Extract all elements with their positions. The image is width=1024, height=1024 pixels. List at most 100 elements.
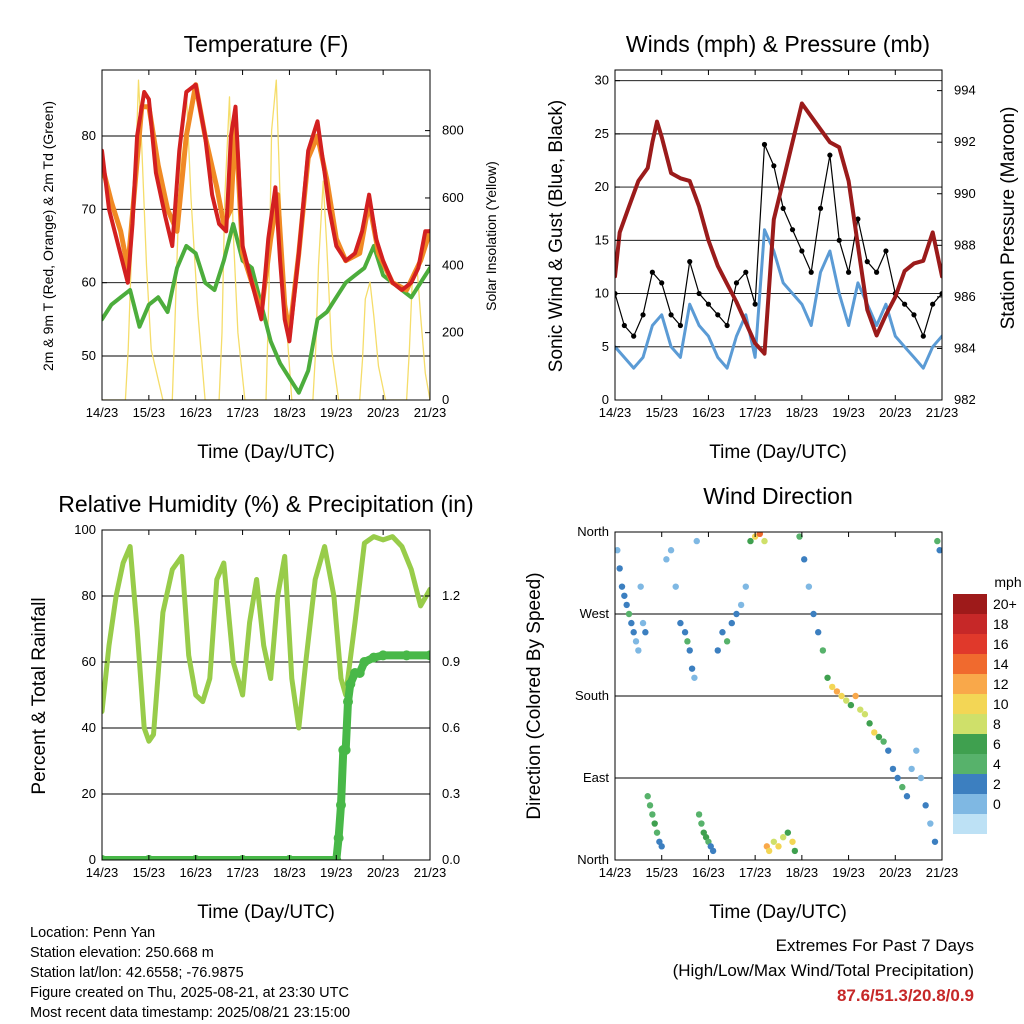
x-tick-label: 14/23	[599, 405, 632, 420]
x-tick-label: 21/23	[926, 405, 959, 420]
y-tick-label: West	[580, 606, 610, 621]
legend-label: 2	[993, 776, 1001, 792]
legend-swatch	[953, 734, 987, 754]
legend-swatch	[953, 674, 987, 694]
y2-tick-label: 0.6	[442, 720, 460, 735]
x-tick-label: 16/23	[179, 865, 212, 880]
humidity-frame	[101, 529, 431, 861]
wind-direction-point	[789, 838, 796, 845]
y2-tick-label: 0.3	[442, 786, 460, 801]
wind-direction-point	[615, 547, 621, 554]
wind-direction-point	[616, 565, 623, 572]
wind-direction-point	[871, 729, 878, 736]
wind-direction-point	[936, 547, 942, 554]
precipitation-point	[345, 679, 356, 689]
x-tick-label: 21/23	[414, 405, 447, 420]
winds-title: Winds (mph) & Pressure (mb)	[626, 31, 930, 57]
y2-tick-label: 0.0	[442, 852, 460, 867]
wind-direction-point	[637, 583, 644, 590]
y-tick-label: 0	[89, 852, 96, 867]
humidity-panel: Relative Humidity (%) & Precipitation (i…	[29, 491, 474, 923]
x-tick-label: 21/23	[926, 865, 959, 880]
humidity-ylabel: Percent & Total Rainfall	[29, 597, 50, 794]
x-tick-label: 19/23	[832, 865, 865, 880]
legend-label: 16	[993, 636, 1009, 652]
wind-direction-point	[833, 688, 841, 695]
wind-direction-point	[756, 532, 764, 538]
x-tick-label: 14/23	[599, 865, 632, 880]
wind-direction-point	[843, 697, 850, 704]
wind-direction-point	[913, 747, 920, 754]
y2-tick-label: 984	[954, 340, 976, 355]
y-tick-label: 100	[74, 522, 96, 537]
legend-label: 10	[993, 696, 1009, 712]
legend-swatch	[953, 594, 987, 614]
y-tick-label: 70	[82, 201, 96, 216]
wind-direction-point	[688, 665, 696, 672]
wind-direction-point	[810, 610, 817, 618]
wind-direction-point	[796, 533, 803, 540]
precipitation-point	[378, 650, 389, 661]
x-tick-label: 14/23	[86, 405, 119, 420]
recent-data-timestamp: Most recent data timestamp: 2025/08/21 2…	[30, 1005, 351, 1021]
dewpoint-series	[102, 222, 430, 395]
wind-direction-point	[737, 601, 745, 609]
x-tick-label: 21/23	[414, 865, 447, 880]
y2-tick-label: 994	[954, 83, 976, 98]
extremes-box: Extremes For Past 7 Days (High/Low/Max W…	[673, 933, 974, 1008]
y-tick-label: 60	[82, 275, 96, 290]
wind-direction-point	[770, 838, 778, 845]
extremes-heading: Extremes For Past 7 Days	[775, 936, 974, 955]
y-tick-label: 20	[82, 786, 96, 801]
y-tick-label: 80	[82, 588, 96, 603]
precipitation-point	[359, 657, 370, 667]
precipitation-point	[343, 696, 353, 707]
relative-humidity-series	[102, 534, 430, 744]
legend-swatch	[953, 794, 987, 814]
x-tick-label: 19/23	[832, 405, 865, 420]
wind-direction-point	[899, 783, 906, 791]
legend-swatch	[953, 614, 987, 634]
wind-direction-point	[695, 811, 703, 818]
wind-direction-point	[779, 834, 787, 841]
wind-direction-point	[649, 811, 656, 818]
winds-frame	[614, 69, 943, 401]
legend-swatch	[953, 634, 987, 654]
y-tick-label: North	[577, 852, 609, 867]
wind-direction-ylabel: Direction (Colored By Speed)	[524, 572, 545, 819]
y2-tick-label: 990	[954, 186, 976, 201]
figure-created: Figure created on Thu, 2025-08-21, at 23…	[30, 985, 349, 1001]
wind-direction-title: Wind Direction	[703, 483, 853, 509]
x-tick-label: 20/23	[367, 405, 400, 420]
y-tick-label: 80	[82, 128, 96, 143]
station-elevation: Station elevation: 250.668 m	[30, 945, 214, 961]
y2-tick-label: 988	[954, 237, 976, 252]
station-location: Location: Penn Yan	[30, 925, 156, 941]
wind-direction-point	[672, 583, 679, 590]
temperature-panel: Temperature (F) Time (Day/UTC) 2m & 9m T…	[40, 31, 499, 463]
wind-direction-point	[761, 537, 768, 545]
precipitation-point	[354, 668, 365, 678]
y-tick-label: 15	[595, 232, 609, 247]
wind-direction-point	[723, 638, 731, 645]
wind-direction-point	[719, 629, 726, 636]
x-tick-label: 15/23	[133, 865, 166, 880]
y-tick-label: 25	[595, 126, 609, 141]
temp-2m-series	[102, 82, 430, 344]
temperature-frame	[101, 69, 431, 401]
x-tick-label: 18/23	[786, 865, 819, 880]
x-tick-label: 17/23	[226, 405, 259, 420]
y-tick-label: East	[583, 770, 609, 785]
wind-direction-point	[677, 619, 684, 627]
y2-tick-label: 200	[442, 325, 464, 340]
x-tick-label: 17/23	[739, 865, 772, 880]
wind-direction-point	[733, 610, 740, 618]
legend-swatch	[953, 714, 987, 734]
extremes-values: 87.6/51.3/20.8/0.9	[836, 986, 974, 1005]
station-latlon: Station lat/lon: 42.6558; -76.9875	[30, 965, 244, 981]
legend-label: 12	[993, 676, 1009, 692]
wind-direction-point	[791, 847, 799, 855]
wind-direction-point	[857, 706, 864, 713]
wind-direction-point	[903, 793, 911, 800]
